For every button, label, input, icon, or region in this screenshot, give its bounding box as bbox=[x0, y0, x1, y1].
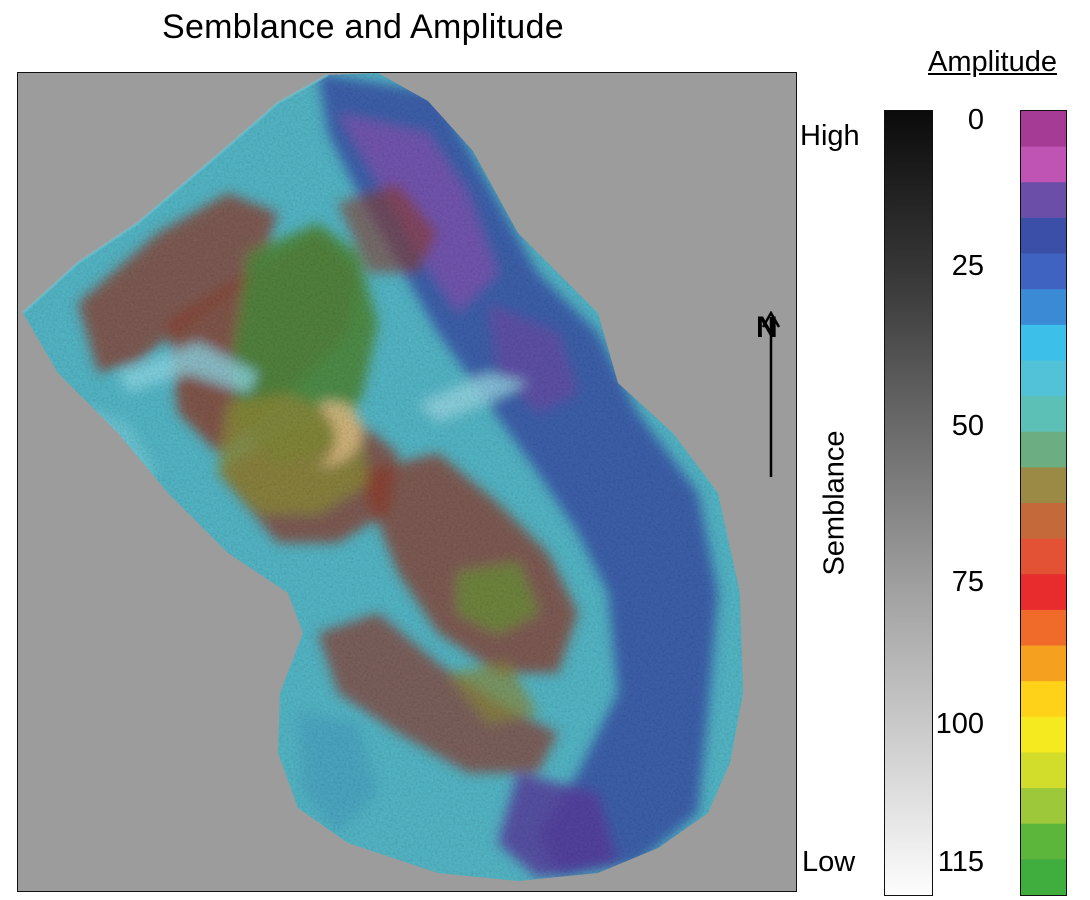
seismic-map-image bbox=[21, 73, 743, 881]
figure-title: Semblance and Amplitude bbox=[162, 8, 564, 46]
amplitude-swatch bbox=[1021, 752, 1066, 789]
amplitude-tick-100: 100 bbox=[935, 708, 984, 740]
amplitude-swatch bbox=[1021, 538, 1066, 575]
amplitude-tick-75: 75 bbox=[951, 566, 984, 598]
amplitude-swatch bbox=[1021, 360, 1066, 397]
amplitude-swatch bbox=[1021, 645, 1066, 682]
amplitude-swatch bbox=[1021, 396, 1066, 433]
semblance-axis-label: Semblance bbox=[818, 430, 851, 576]
amplitude-swatch bbox=[1021, 716, 1066, 754]
amplitude-swatch bbox=[1021, 182, 1066, 219]
amplitude-swatch bbox=[1021, 289, 1066, 326]
semblance-high-label: High bbox=[800, 120, 860, 152]
amplitude-swatch bbox=[1021, 217, 1066, 255]
north-arrow-group: N bbox=[752, 311, 790, 521]
amplitude-swatch bbox=[1021, 823, 1066, 860]
amplitude-swatch bbox=[1021, 253, 1066, 290]
semblance-low-label: Low bbox=[802, 846, 856, 878]
amplitude-tick-0: 0 bbox=[967, 104, 984, 136]
amplitude-title: Amplitude bbox=[928, 46, 1057, 78]
amplitude-swatch bbox=[1021, 467, 1066, 504]
amplitude-swatch bbox=[1021, 859, 1066, 895]
amplitude-swatch bbox=[1021, 609, 1066, 647]
amplitude-swatch bbox=[1021, 146, 1066, 183]
amplitude-swatch bbox=[1021, 111, 1066, 148]
amplitude-swatch bbox=[1021, 324, 1066, 362]
amplitude-colorbar bbox=[1020, 110, 1067, 896]
amplitude-swatch bbox=[1021, 431, 1066, 468]
amplitude-swatch bbox=[1021, 788, 1066, 825]
amplitude-swatch bbox=[1021, 503, 1066, 540]
amplitude-swatch bbox=[1021, 574, 1066, 611]
semblance-colorbar bbox=[884, 110, 933, 896]
amplitude-tick-25: 25 bbox=[951, 250, 984, 282]
amplitude-colorbar-swatches bbox=[1021, 111, 1066, 895]
amplitude-tick-50: 50 bbox=[951, 410, 984, 442]
amplitude-tick-115: 115 bbox=[937, 846, 984, 878]
north-label: N bbox=[756, 311, 778, 344]
seismic-map: N bbox=[17, 72, 797, 892]
amplitude-swatch bbox=[1021, 681, 1066, 718]
north-arrow-icon bbox=[761, 311, 781, 477]
